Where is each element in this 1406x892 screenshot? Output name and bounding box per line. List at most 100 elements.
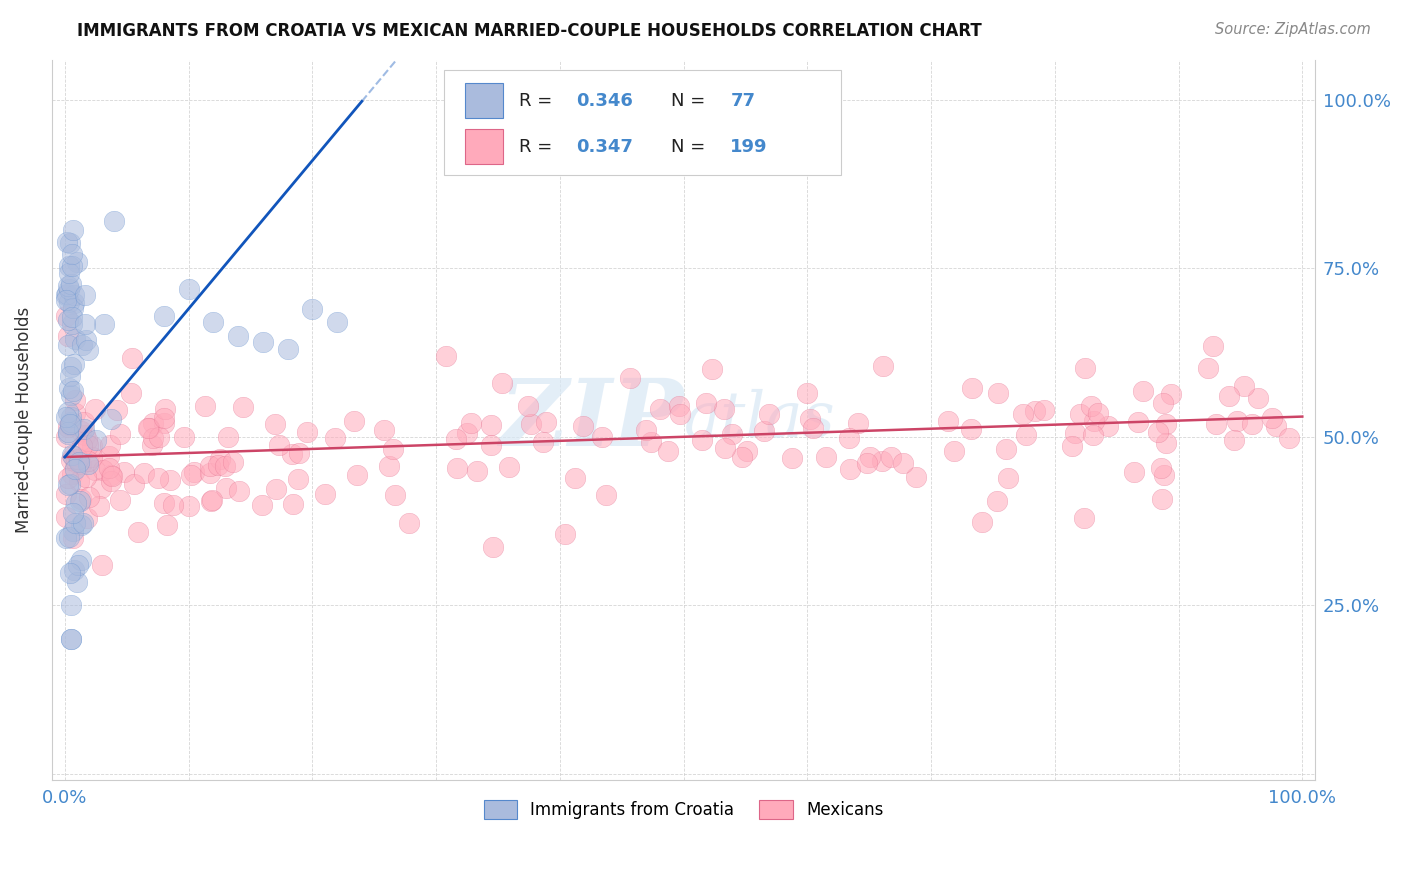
Point — [90, 481, 112, 495]
Point — [936, 414, 959, 428]
Point — [314, 487, 336, 501]
Point — [69, 491, 91, 506]
Point — [58, 294, 80, 309]
Point — [56, 286, 79, 301]
Point — [1015, 428, 1038, 442]
Point — [264, 417, 287, 431]
Point — [516, 399, 538, 413]
Point — [73, 427, 96, 442]
Point — [700, 362, 723, 376]
Point — [498, 459, 520, 474]
Point — [378, 459, 401, 474]
Point — [56, 405, 79, 419]
Point — [75, 333, 97, 347]
Point — [70, 338, 93, 352]
Point — [77, 438, 100, 452]
Point — [384, 488, 406, 502]
Point — [60, 317, 83, 331]
Point — [121, 351, 143, 366]
Point — [73, 288, 96, 302]
Point — [1233, 378, 1256, 392]
Point — [720, 426, 742, 441]
Point — [60, 448, 83, 462]
Point — [65, 496, 87, 510]
Point — [1062, 439, 1084, 453]
Point — [714, 441, 737, 455]
Point — [269, 438, 291, 452]
Point — [153, 309, 176, 323]
Point — [252, 335, 274, 350]
Point — [177, 500, 200, 514]
Point — [91, 463, 114, 477]
Point — [1153, 467, 1175, 482]
Point — [138, 421, 160, 435]
Point — [153, 496, 176, 510]
Point — [58, 266, 80, 280]
Point — [108, 493, 131, 508]
Point — [619, 371, 641, 385]
Point — [960, 422, 983, 436]
Point — [63, 563, 86, 577]
Point — [55, 409, 77, 424]
Legend: Immigrants from Croatia, Mexicans: Immigrants from Croatia, Mexicans — [477, 794, 890, 826]
Point — [65, 393, 87, 408]
Point — [1223, 434, 1246, 448]
Bar — [465, 129, 503, 163]
Point — [63, 333, 86, 347]
Point — [554, 526, 576, 541]
Point — [200, 459, 222, 474]
Point — [60, 415, 83, 429]
Point — [55, 309, 77, 323]
Point — [62, 450, 84, 464]
Point — [1241, 417, 1264, 431]
Point — [62, 384, 84, 399]
Point — [880, 450, 903, 464]
Point — [58, 279, 80, 293]
Point — [56, 470, 79, 484]
Point — [1083, 428, 1105, 442]
Point — [62, 301, 84, 316]
Point — [713, 401, 735, 416]
Point — [460, 416, 482, 430]
Point — [66, 558, 89, 572]
Point — [60, 632, 83, 646]
Point — [62, 531, 84, 545]
Point — [838, 462, 860, 476]
Point — [108, 426, 131, 441]
Text: 77: 77 — [730, 92, 755, 111]
Point — [58, 381, 80, 395]
Point — [103, 214, 125, 228]
Point — [1265, 418, 1288, 433]
Point — [62, 524, 84, 539]
Point — [56, 328, 79, 343]
Point — [56, 338, 79, 352]
Point — [752, 425, 775, 439]
Point — [120, 386, 142, 401]
Point — [943, 444, 966, 458]
Point — [84, 463, 107, 477]
Point — [58, 260, 80, 274]
Point — [1073, 511, 1095, 525]
Point — [67, 474, 90, 488]
Point — [136, 421, 159, 435]
Point — [491, 376, 513, 390]
Point — [343, 414, 366, 428]
Point — [281, 447, 304, 461]
Point — [59, 418, 82, 433]
Point — [591, 430, 613, 444]
Point — [346, 468, 368, 483]
Point — [962, 381, 984, 395]
Point — [226, 328, 249, 343]
Point — [55, 487, 77, 501]
Point — [1226, 413, 1249, 427]
Point — [98, 438, 121, 452]
Point — [846, 417, 869, 431]
Point — [1150, 460, 1173, 475]
Point — [142, 431, 165, 445]
Point — [62, 296, 84, 310]
Point — [97, 461, 120, 475]
Point — [73, 317, 96, 331]
Point — [55, 288, 77, 302]
Point — [520, 417, 543, 431]
Point — [56, 313, 79, 327]
